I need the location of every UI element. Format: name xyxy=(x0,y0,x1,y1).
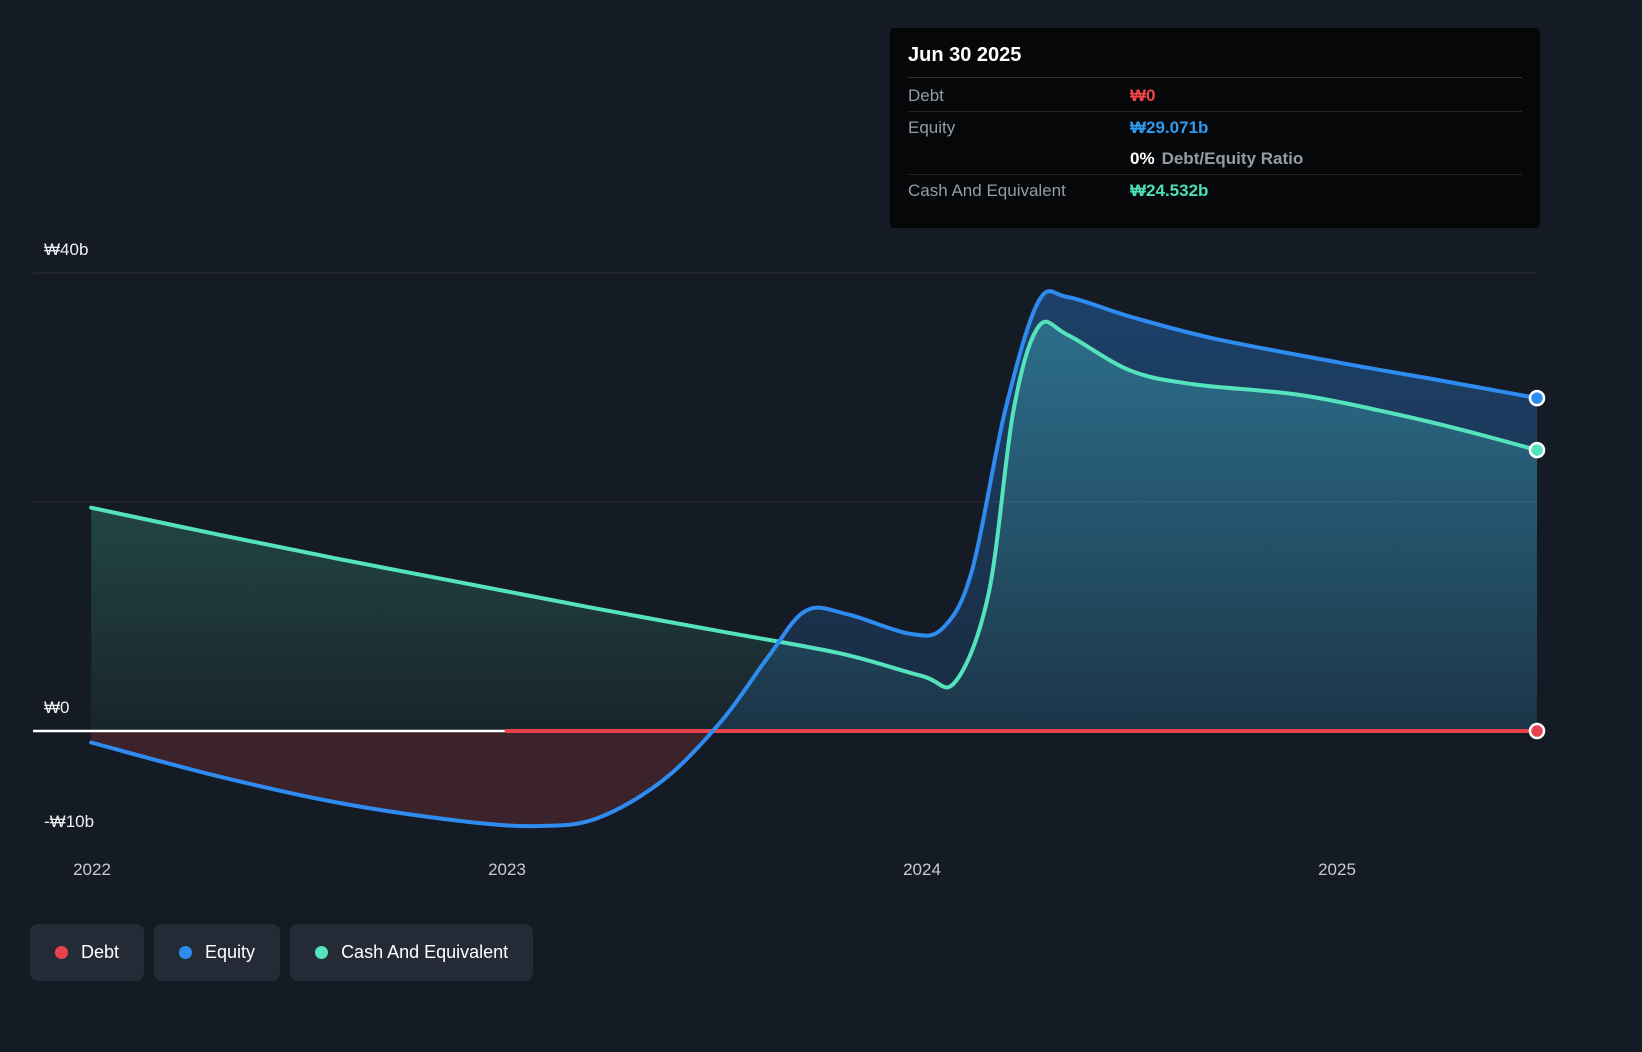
tooltip-row-ratio: 0% Debt/Equity Ratio xyxy=(908,143,1522,175)
x-axis-label-2024: 2024 xyxy=(903,860,941,879)
chart-legend: Debt Equity Cash And Equivalent xyxy=(30,924,534,981)
tooltip-row-cash: Cash And Equivalent ₩24.532b xyxy=(908,175,1522,206)
legend-item-equity[interactable]: Equity xyxy=(154,924,281,981)
y-axis-label-zero: ₩0 xyxy=(44,698,70,717)
tooltip-equity-value: ₩29.071b xyxy=(1130,117,1209,137)
tooltip-date: Jun 30 2025 xyxy=(908,40,1522,78)
tooltip-cash-label: Cash And Equivalent xyxy=(908,180,1066,200)
tooltip-debt-value: ₩0 xyxy=(1130,85,1156,105)
chart-tooltip: Jun 30 2025 Debt ₩0 Equity ₩29.071b 0% D… xyxy=(890,28,1540,228)
legend-debt-label: Debt xyxy=(81,942,120,962)
x-axis-label-2022: 2022 xyxy=(73,860,111,879)
legend-item-debt[interactable]: Debt xyxy=(30,924,145,981)
x-axis-label-2023: 2023 xyxy=(488,860,526,879)
cash-legend-dot-icon xyxy=(315,946,329,959)
tooltip-ratio-value: 0% xyxy=(1130,148,1155,168)
x-axis-label-2025: 2025 xyxy=(1318,860,1356,879)
legend-cash-label: Cash And Equivalent xyxy=(341,942,509,962)
y-axis-label-neg10b: -₩10b xyxy=(44,812,95,831)
tooltip-cash-value: ₩24.532b xyxy=(1130,180,1209,200)
debt-legend-dot-icon xyxy=(55,946,68,959)
legend-item-cash[interactable]: Cash And Equivalent xyxy=(290,924,534,981)
legend-equity-label: Equity xyxy=(205,942,256,962)
y-axis-label-40b: ₩40b xyxy=(44,240,89,259)
tooltip-ratio-label: Debt/Equity Ratio xyxy=(1161,148,1304,168)
tooltip-debt-label: Debt xyxy=(908,85,944,105)
equity-legend-dot-icon xyxy=(179,946,193,959)
tooltip-row-debt: Debt ₩0 xyxy=(908,80,1522,112)
tooltip-row-equity: Equity ₩29.071b xyxy=(908,112,1522,143)
tooltip-equity-label: Equity xyxy=(908,117,956,137)
